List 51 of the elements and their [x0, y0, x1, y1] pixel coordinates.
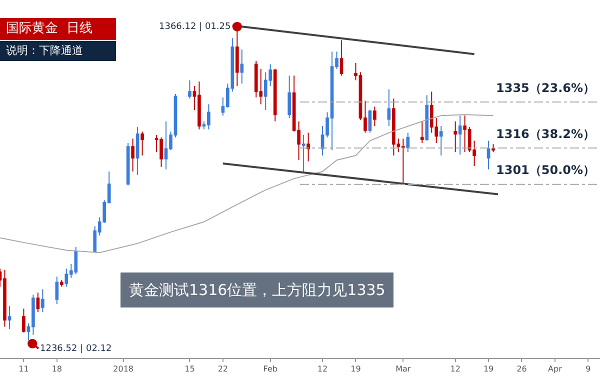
x-tick-label: 26 [516, 364, 527, 374]
candlestick [306, 132, 310, 162]
candlestick [41, 288, 44, 312]
ref-line-label: 1316（38.2%） [496, 127, 596, 141]
candlestick [486, 140, 490, 170]
candlestick [188, 80, 192, 100]
candlestick [60, 280, 64, 288]
candlestick [420, 120, 424, 144]
candlestick [373, 106, 376, 126]
x-tick-label: 22 [218, 364, 228, 374]
candlestick [406, 132, 410, 153]
x-tick-label: Mar [396, 364, 412, 374]
x-tick-label: 18 [52, 364, 62, 374]
ref-line-label: 1301（50.0%） [496, 163, 596, 177]
candlestick [8, 306, 12, 330]
x-tick-label: 12 [450, 364, 460, 374]
x-tick-label: 9 [586, 364, 591, 374]
x-tick-label: 11 [18, 364, 29, 374]
candlestick [131, 138, 134, 172]
candlestick [387, 88, 391, 126]
x-tick-label: 12 [317, 364, 328, 374]
candlestick [368, 110, 372, 134]
x-tick-label: 15 [184, 364, 195, 374]
candlestick [140, 131, 144, 156]
candlestick [340, 40, 344, 76]
candlestick [240, 48, 244, 84]
candlestick [126, 142, 130, 186]
candlestick [36, 292, 40, 312]
candlestick [273, 68, 277, 122]
candlestick [302, 134, 306, 172]
ref-line-label: 1335（23.6%） [496, 81, 596, 95]
x-tick-label: 2018 [113, 364, 134, 374]
candlestick [454, 120, 457, 153]
candlestick [425, 94, 429, 142]
candlestick [3, 269, 6, 328]
annotation: 1366.12 | 01.25 [159, 22, 231, 32]
candlestick [458, 115, 462, 156]
candlestick [55, 276, 59, 304]
candlestick [22, 308, 26, 334]
x-tick-label: Apr [548, 364, 563, 374]
x-tick-label: Feb [263, 364, 278, 374]
annotation: 黄金测试1316位置，上方阻力见1335 [129, 281, 386, 299]
candlestick [136, 126, 140, 176]
x-tick-label: 19 [350, 364, 361, 374]
candlestick [439, 126, 443, 156]
candlestick [288, 75, 291, 118]
subtitle-box: 说明：下降通道 [0, 41, 116, 61]
candlestick [492, 144, 495, 153]
x-tick-label: 19 [483, 364, 494, 374]
annotation: 1236.52 | 02.12 [40, 344, 112, 354]
title-box: 国际黄金 日线 [0, 18, 116, 40]
